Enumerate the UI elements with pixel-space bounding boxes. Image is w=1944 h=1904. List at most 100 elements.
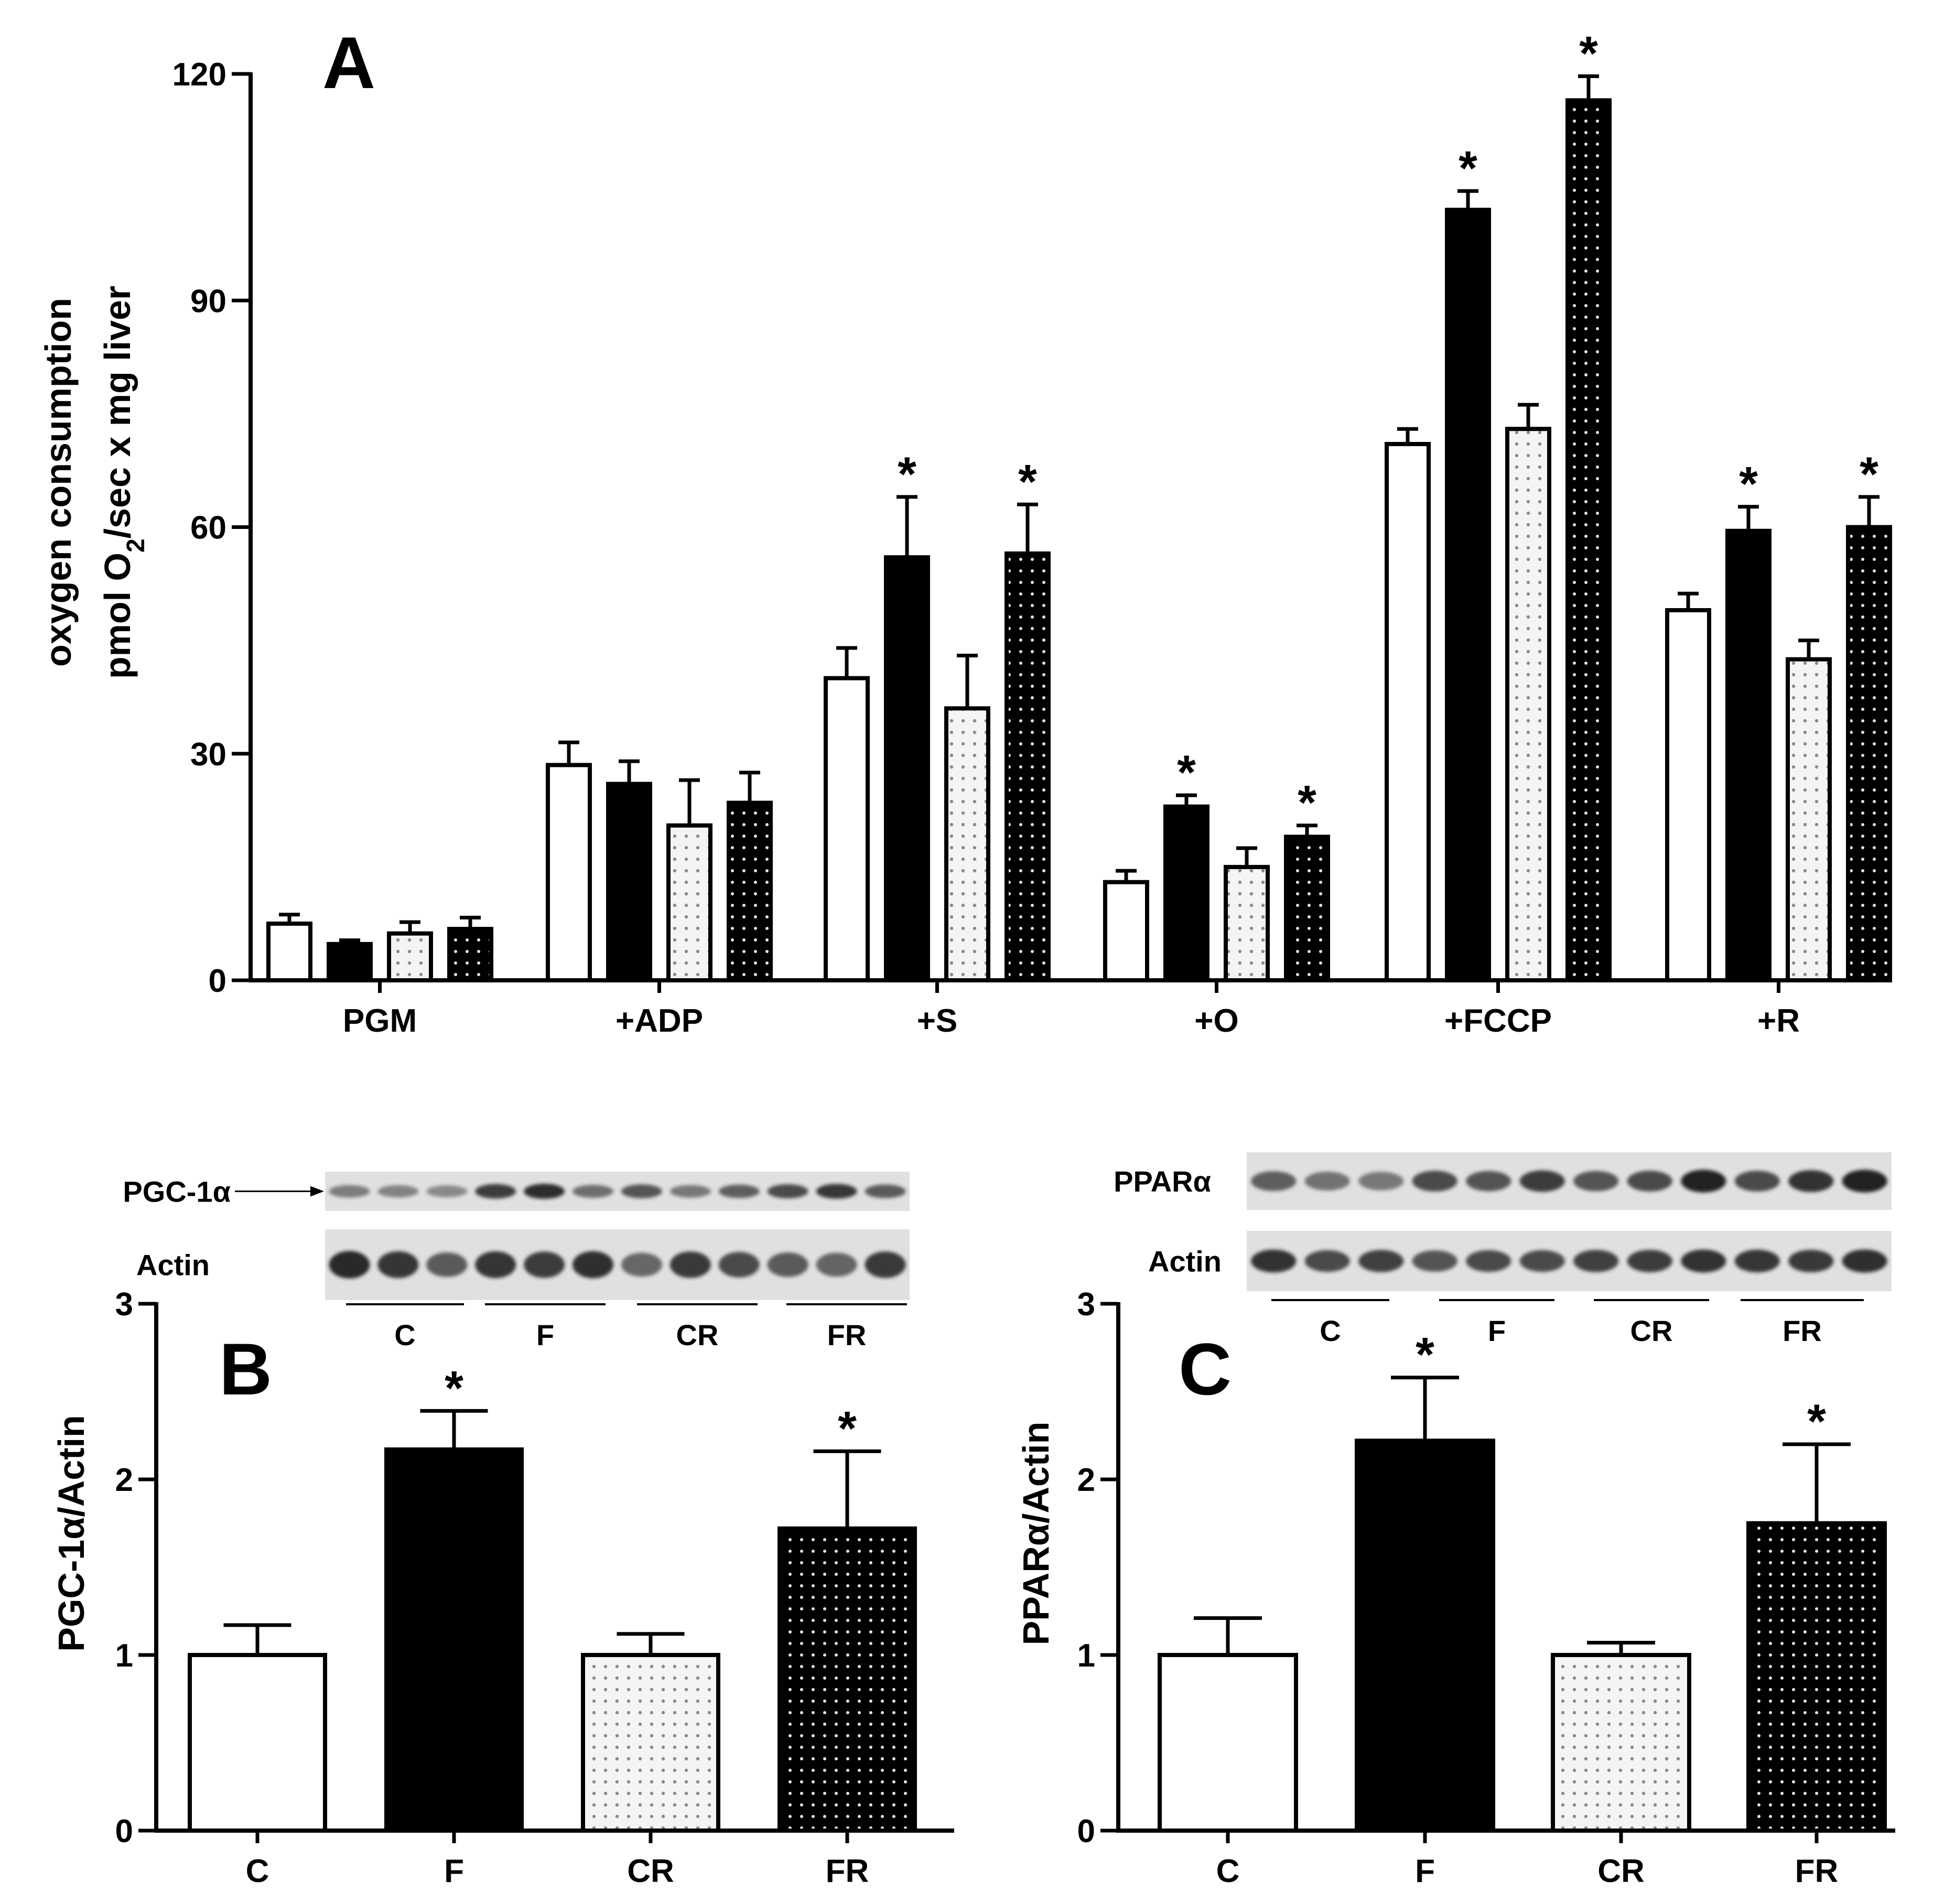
blot-label: PPARα xyxy=(1114,1165,1211,1198)
lane-group-label: CR xyxy=(676,1318,719,1351)
panel-a-x-tick-label: +ADP xyxy=(615,1003,703,1039)
ylabel-line2-subscript: 2 xyxy=(122,538,150,553)
panel-a-c-bar xyxy=(546,763,592,983)
blot-band xyxy=(475,1251,516,1279)
panel-a-fr-significance-star: * xyxy=(1298,776,1316,830)
lane-group-label: FR xyxy=(827,1318,867,1351)
panel-b-y-tick-label: 0 xyxy=(115,1813,133,1849)
panel-b-x-tick-label: F xyxy=(444,1853,464,1889)
blot-band xyxy=(1304,1250,1350,1272)
blot-band xyxy=(1627,1171,1672,1192)
panel-b-x-tick-label: FR xyxy=(826,1853,869,1889)
blot-band xyxy=(621,1252,662,1277)
panel-a-f-bar xyxy=(884,555,930,982)
panel-a-fr-bar xyxy=(447,927,493,982)
blot-band xyxy=(524,1251,565,1278)
panel-c-bars: ** xyxy=(1158,1328,1887,1833)
panel-a-fr-bar xyxy=(1565,98,1612,982)
blot-band xyxy=(377,1251,419,1279)
blot-band xyxy=(669,1185,711,1198)
blot-strip xyxy=(325,1172,910,1211)
panel-a-y-tick-label: 0 xyxy=(209,963,226,999)
panel-c-x-tick-label: CR xyxy=(1597,1853,1645,1889)
panel-a-fr-bar xyxy=(1005,551,1051,983)
panel-a-c-bar xyxy=(824,676,870,982)
blot-band xyxy=(1251,1171,1297,1191)
panel-c-f-bar xyxy=(1355,1438,1495,1833)
lane-group-label: C xyxy=(1320,1314,1341,1347)
panel-b-x-tick-label: CR xyxy=(627,1853,674,1889)
blot-band xyxy=(1466,1250,1511,1272)
blot-band xyxy=(865,1184,906,1198)
panel-a-y-tick-label: 120 xyxy=(172,57,226,93)
blot-band xyxy=(1358,1172,1404,1191)
panel-a-c-bar xyxy=(1665,608,1711,983)
blot-band xyxy=(573,1185,614,1198)
blot-strip xyxy=(1247,1152,1892,1210)
panel-a-x-tick-label: +S xyxy=(917,1003,958,1039)
panel-b-x-tick-label: C xyxy=(246,1853,269,1889)
panel-a-c-bar xyxy=(1103,880,1149,982)
panel-c-y-tick-label: 1 xyxy=(1077,1638,1095,1674)
blot-band xyxy=(329,1185,370,1198)
blot-band xyxy=(426,1185,468,1198)
panel-c-cr-bar xyxy=(1551,1653,1691,1833)
panel-a-fr-bar xyxy=(727,800,773,982)
blot-band xyxy=(1466,1171,1511,1192)
panel-b-letter: B xyxy=(219,1328,272,1410)
blot-band xyxy=(1734,1171,1780,1192)
blot-strip xyxy=(1247,1231,1892,1291)
panel-a: A oxygen consumption pmol O2/sec x mg li… xyxy=(38,21,1892,1039)
panel-a-f-significance-star: * xyxy=(1177,746,1196,799)
blot-band xyxy=(1788,1170,1834,1192)
blot-band xyxy=(475,1184,516,1199)
panel-a-cr-bar xyxy=(944,706,990,983)
ylabel-line2-prefix: pmol O xyxy=(97,553,138,679)
panel-b-y-tick-label: 1 xyxy=(115,1638,133,1674)
panel-a-x-tick-label: +O xyxy=(1194,1003,1238,1039)
panel-c-fr-significance-star: * xyxy=(1807,1395,1826,1448)
blot-strip xyxy=(325,1229,910,1300)
blot-band xyxy=(816,1252,857,1277)
blot-band xyxy=(621,1184,662,1198)
panel-c-y-tick-label: 3 xyxy=(1077,1286,1095,1323)
blot-band xyxy=(426,1252,468,1277)
panel-b: B PGC-1α/Actin PGC-1α Actin C F CR FR 0 1 2 3 C F C… xyxy=(51,1172,954,1889)
panel-b-fr-significance-star: * xyxy=(838,1402,857,1455)
arrow-icon xyxy=(310,1186,324,1197)
panel-b-c-bar xyxy=(188,1653,327,1833)
blot-band xyxy=(1358,1250,1404,1272)
lane-group-label: F xyxy=(536,1318,554,1351)
blot-band xyxy=(1681,1249,1726,1273)
blot-band xyxy=(377,1185,419,1198)
lane-group-label: FR xyxy=(1783,1314,1822,1347)
panel-b-y-tick-label: 2 xyxy=(115,1462,133,1498)
panel-a-c-bar xyxy=(266,921,312,982)
panel-c-letter: C xyxy=(1179,1328,1232,1410)
blot-band xyxy=(1788,1249,1834,1273)
panel-c-y-tick-label: 2 xyxy=(1077,1462,1095,1498)
panel-a-x-tick-label: PGM xyxy=(343,1003,417,1039)
panel-c-x-tick-label: F xyxy=(1415,1853,1435,1889)
blot-band xyxy=(1251,1249,1297,1273)
blot-band xyxy=(524,1184,565,1199)
lane-group-label: C xyxy=(394,1318,415,1351)
panel-a-fr-bar xyxy=(1846,525,1892,982)
blot-band xyxy=(718,1252,760,1278)
panel-b-f-significance-star: * xyxy=(445,1361,463,1415)
panel-a-letter: A xyxy=(322,21,375,104)
panel-a-y-tick-label: 90 xyxy=(190,283,226,319)
panel-b-f-bar xyxy=(384,1447,524,1833)
panel-a-ylabel-line1: oxygen consumption xyxy=(38,298,79,667)
blot-band xyxy=(1304,1172,1350,1191)
panel-a-fr-significance-star: * xyxy=(1860,448,1878,501)
panel-a-cr-bar xyxy=(1505,427,1551,982)
blot-band xyxy=(573,1251,614,1279)
blot-band xyxy=(1627,1250,1672,1272)
blot-band xyxy=(767,1184,808,1199)
panel-c-blots: PPARα Actin C F CR FR xyxy=(1114,1152,1892,1347)
panel-b-blots: PGC-1α Actin C F CR FR xyxy=(123,1172,910,1351)
panel-b-cr-bar xyxy=(581,1653,720,1833)
panel-a-fr-bar xyxy=(1284,835,1330,983)
